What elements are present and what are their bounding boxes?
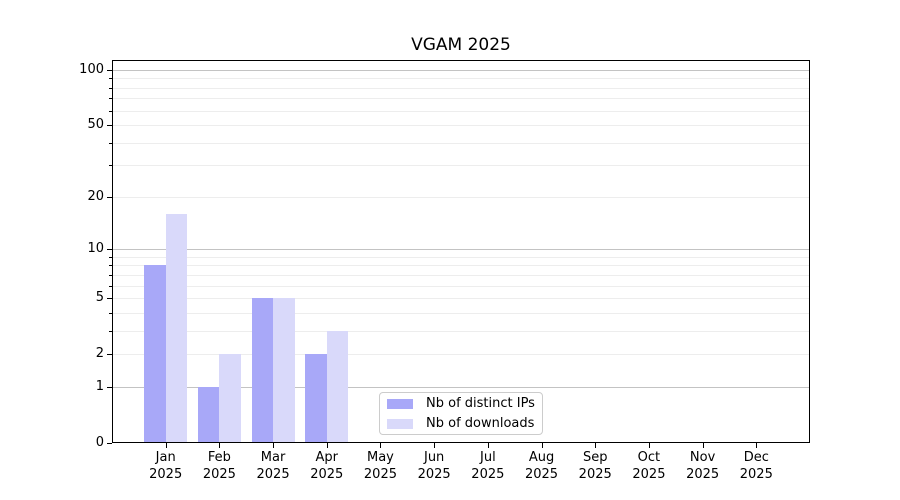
chart-title: VGAM 2025 [411,35,511,55]
minor-gridline [113,110,809,112]
major-gridline [113,386,809,388]
y-tick [107,298,112,300]
major-gridline [113,249,809,251]
y-tick-label: 2 [95,346,104,362]
y-tick [107,354,112,356]
y-tick-label: 0 [95,435,104,450]
major-gridline [113,69,809,71]
minor-gridline [113,78,809,80]
y-minor-tick [109,330,112,332]
minor-gridline [113,256,809,258]
y-minor-tick [109,312,112,314]
axes-spines [112,60,810,443]
y-tick-label: 20 [87,188,104,204]
minor-gridline [113,196,809,198]
x-tick-label: Apr 2025 [310,450,344,482]
y-minor-tick [109,78,112,80]
x-tick-label: Nov 2025 [686,450,720,482]
x-tick-label: Jul 2025 [471,450,505,482]
bar-downloads [326,330,349,442]
y-minor-tick [109,87,112,89]
y-tick [107,125,112,127]
legend-item-downloads: Nb of downloads [387,416,542,432]
x-tick-label: Jun 2025 [417,450,451,482]
minor-gridline [113,265,809,267]
x-tick [702,443,704,448]
minor-gridline [113,274,809,276]
y-minor-tick [109,110,112,112]
minor-gridline [113,354,809,356]
legend-label-downloads: Nb of downloads [426,416,535,431]
x-tick [434,443,436,448]
legend-swatch-distinct-ips [387,398,413,409]
x-tick [648,443,650,448]
y-tick [107,196,112,198]
x-tick [380,443,382,448]
y-minor-tick [109,285,112,287]
x-tick [273,443,275,448]
minor-gridline [113,87,809,89]
minor-gridline [113,298,809,300]
y-tick-label: 100 [79,61,104,77]
y-tick-label: 10 [87,241,104,257]
x-tick [595,443,597,448]
legend: Nb of distinct IPs Nb of downloads [379,392,543,435]
minor-gridline [113,125,809,127]
x-tick [326,443,328,448]
y-tick-label: 1 [95,378,104,394]
y-tick-label: 5 [95,290,104,306]
x-tick-label: Mar 2025 [256,450,290,482]
x-tick-label: Feb 2025 [202,450,236,482]
x-tick-label: Dec 2025 [739,450,773,482]
y-minor-tick [109,265,112,267]
x-tick-label: Sep 2025 [578,450,612,482]
y-tick [107,69,112,71]
x-tick [756,443,758,448]
minor-gridline [113,285,809,287]
y-tick [107,249,112,251]
minor-gridline [113,165,809,167]
x-tick [487,443,489,448]
x-tick [165,443,167,448]
y-tick-label: 50 [87,117,104,133]
x-tick-label: Oct 2025 [632,450,666,482]
legend-swatch-downloads [387,418,413,429]
bar-distinct-ips [197,386,220,442]
bar-downloads [219,354,241,442]
bar-distinct-ips [305,354,327,442]
minor-gridline [113,330,809,332]
bar-distinct-ips [144,265,166,442]
minor-gridline [113,312,809,314]
minor-gridline [113,98,809,100]
legend-label-distinct-ips: Nb of distinct IPs [426,396,535,411]
x-tick-label: Jan 2025 [149,450,183,482]
y-tick [107,386,112,388]
x-tick [541,443,543,448]
x-tick-label: May 2025 [363,450,397,482]
y-tick [107,443,112,444]
x-tick-label: Aug 2025 [524,450,559,482]
y-minor-tick [109,274,112,276]
y-minor-tick [109,142,112,144]
bar-distinct-ips [251,298,274,442]
minor-gridline [113,142,809,144]
x-tick [219,443,221,448]
bar-downloads [165,213,188,442]
legend-item-distinct-ips: Nb of distinct IPs [387,396,542,412]
y-minor-tick [109,256,112,258]
bar-downloads [273,298,295,442]
y-minor-tick [109,98,112,100]
y-minor-tick [109,165,112,167]
